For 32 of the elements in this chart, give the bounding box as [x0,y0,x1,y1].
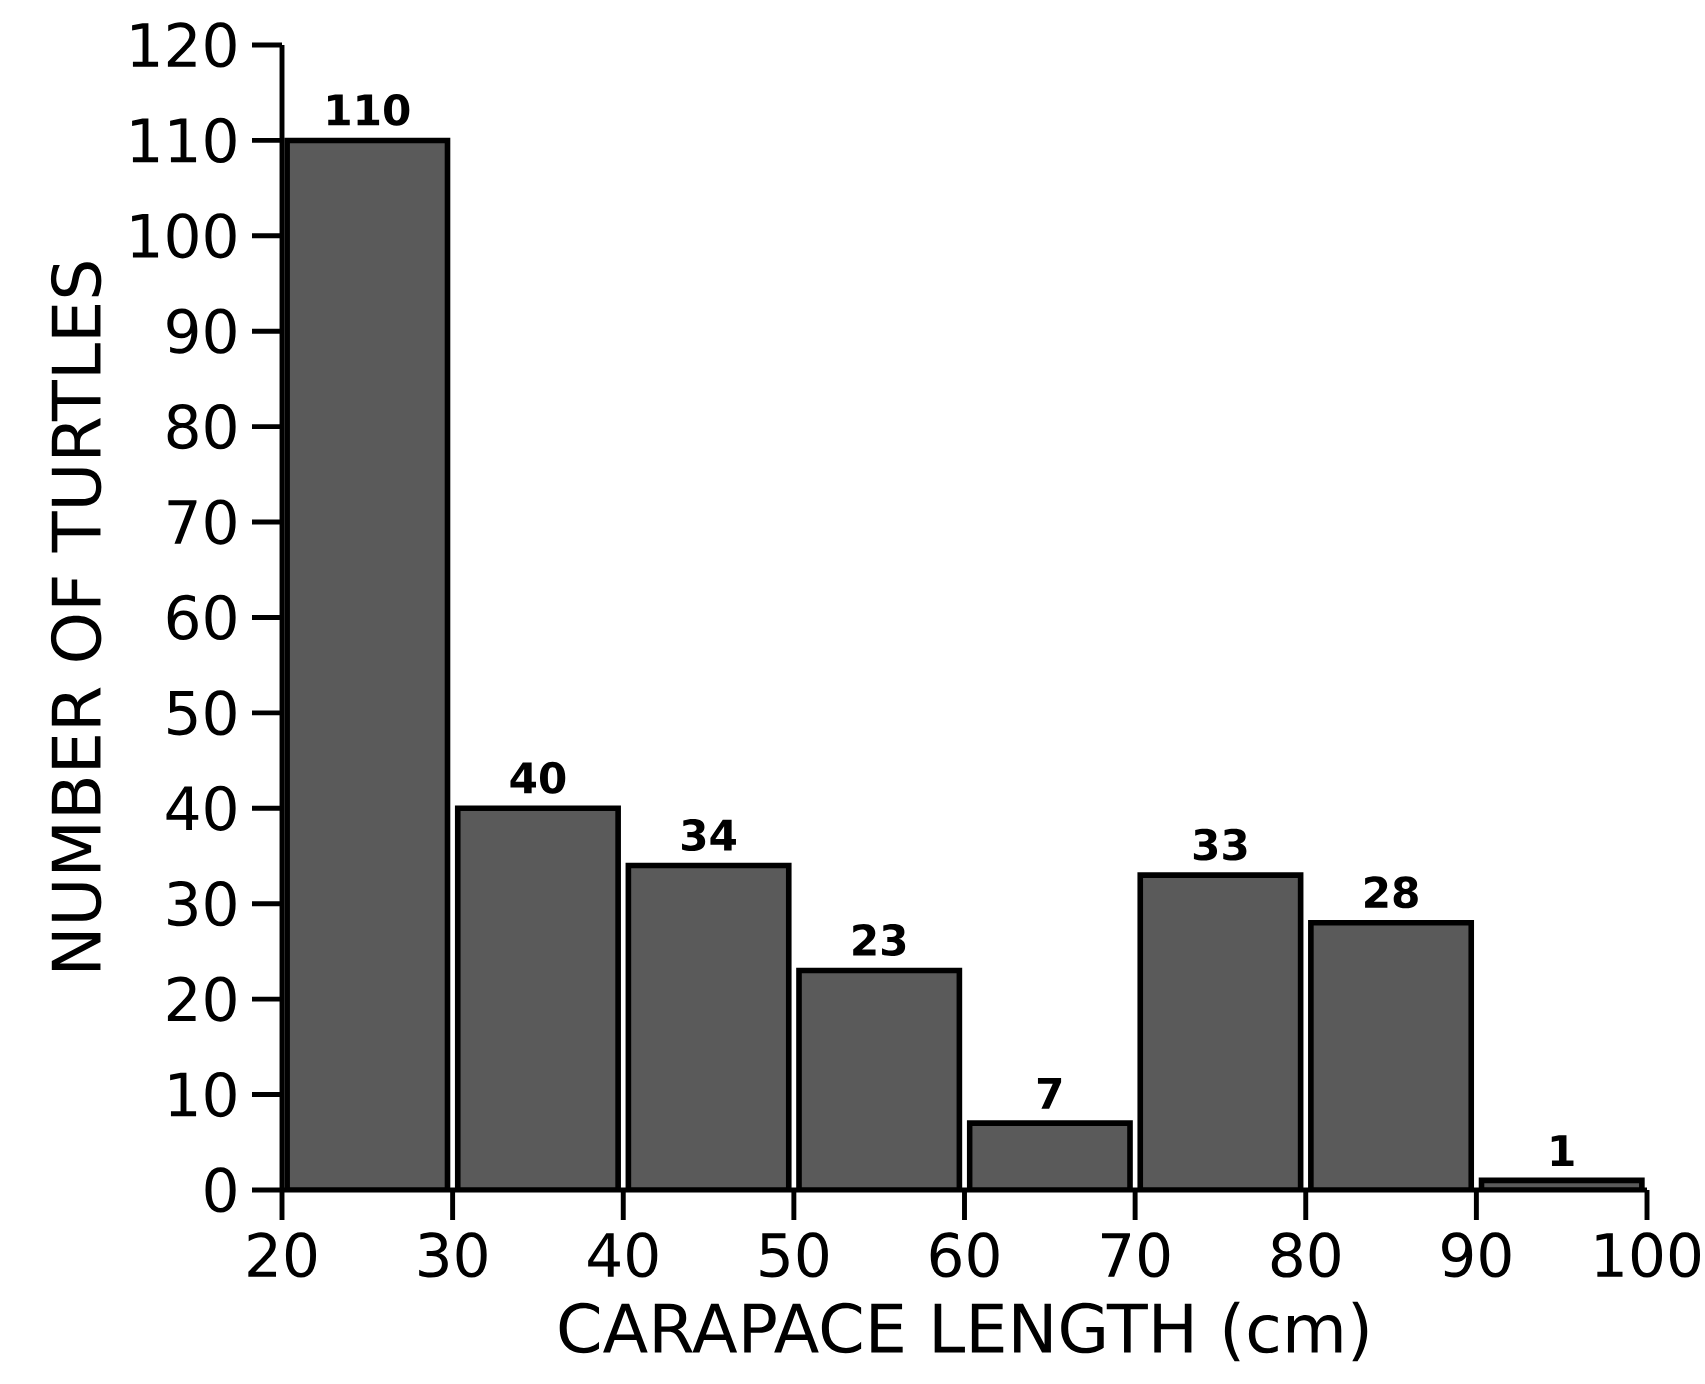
x-tick-label: 40 [588,1232,658,1278]
y-tick-label: 20 [167,976,236,1022]
y-tick-label: 30 [168,881,236,927]
y-tick-label: 50 [168,690,236,736]
x-tick-label: 30 [419,1232,487,1278]
data-label: 110 [328,93,410,126]
y-tick-label: 70 [168,499,236,545]
x-tick-label: 80 [1271,1232,1340,1278]
y-tick-label: 90 [167,308,236,354]
data-label: 23 [853,924,906,957]
data-label: 34 [682,819,736,852]
x-tick-label: 20 [248,1232,317,1278]
data-label: 33 [1193,828,1247,861]
x-tick-label: 90 [1442,1232,1511,1278]
x-tick-label: 50 [760,1232,828,1278]
x-tick-label: 70 [1102,1232,1170,1278]
data-label: 1 [1551,1135,1574,1166]
y-tick-label: 80 [167,404,236,450]
y-tick-label: 60 [167,594,236,641]
y-tick-label: 110 [132,117,236,163]
x-tick-label: 100 [1596,1232,1701,1278]
x-axis-title: CARAPACE LENGTH (cm) [559,1301,1368,1362]
x-tick-label: 60 [930,1232,999,1278]
data-label: 7 [1037,1077,1062,1109]
y-tick-label: 120 [132,22,236,68]
y-axis-title: NUMBER OF TURTLES [50,262,102,970]
data-label: 40 [510,761,566,794]
y-tick-label: 10 [170,1071,236,1118]
data-label: 28 [1365,876,1418,909]
y-tick-label: 0 [205,1167,236,1213]
y-tick-label: 40 [166,785,236,831]
y-tick-label: 100 [132,213,236,259]
